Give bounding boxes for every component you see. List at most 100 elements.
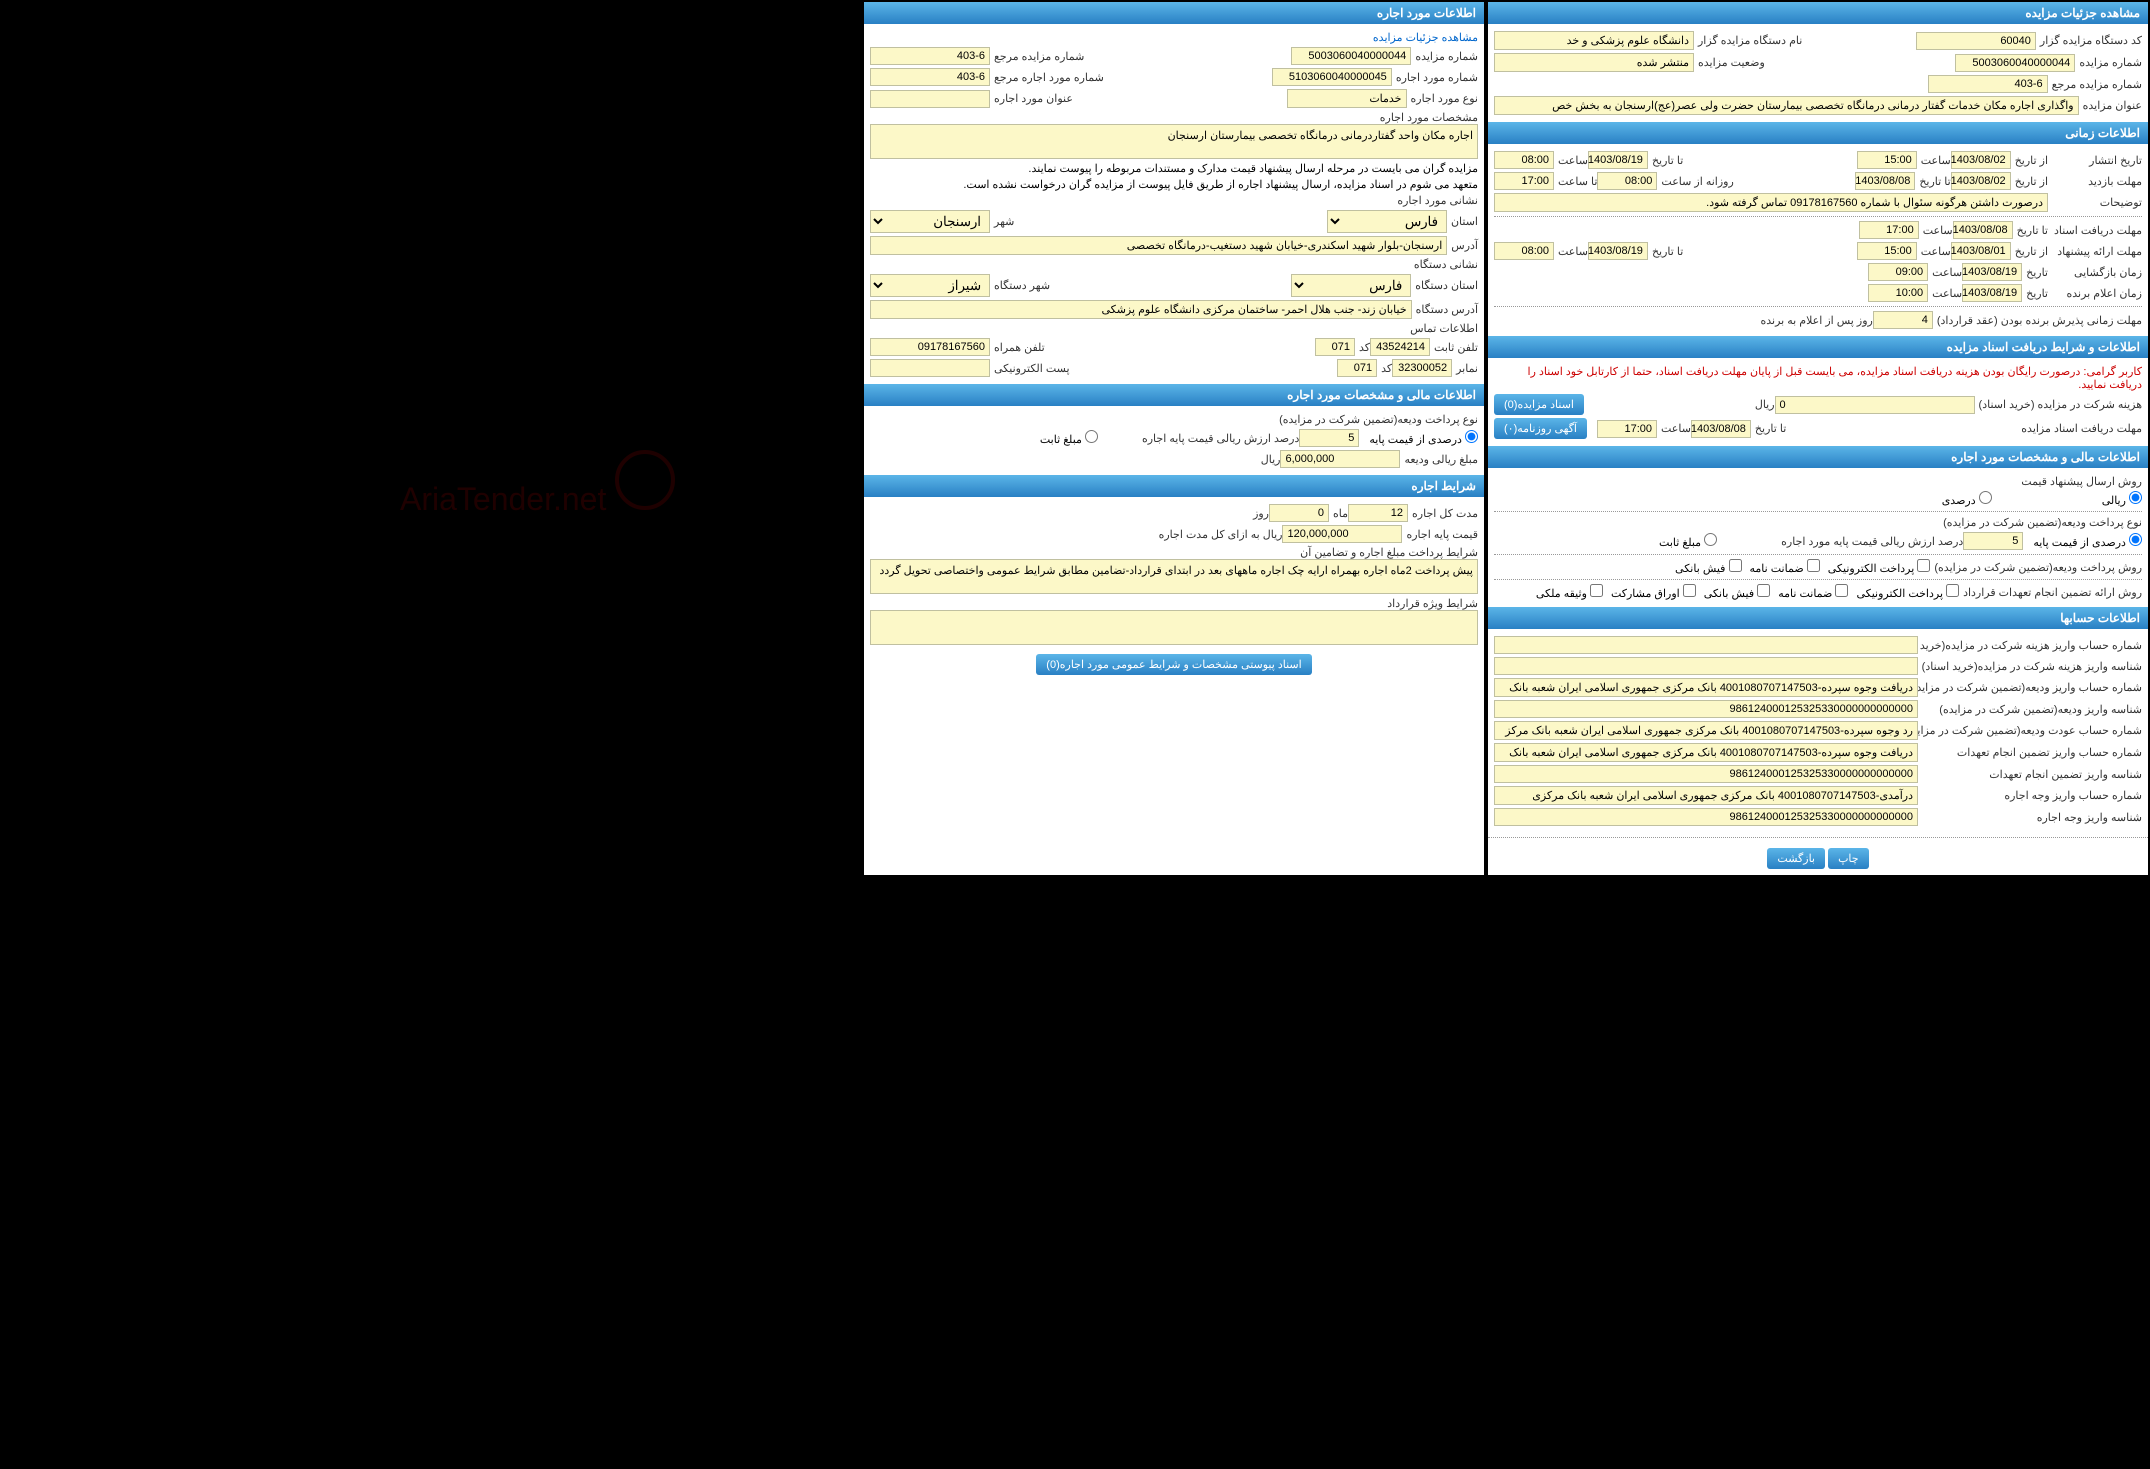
attach-button[interactable]: اسناد پیوستی مشخصات و شرایط عمومی مورد ا…: [1036, 654, 1311, 675]
fax-code: 071: [1337, 359, 1377, 377]
acc9-label: شناسه واریز وجه اجاره: [1922, 811, 2142, 824]
l-deposit-type-label: نوع پرداخت ودیعه(تضمین شرکت در مزایده): [1279, 413, 1478, 426]
visit-from: 1403/08/02: [1951, 172, 2011, 190]
publish-to: 1403/08/19: [1588, 151, 1648, 169]
warning-text: کاربر گرامی: درصورت رایگان بودن هزینه در…: [1494, 365, 2142, 391]
doc-to: 1403/08/08: [1953, 221, 2013, 239]
winner-date: 1403/08/19: [1962, 284, 2022, 302]
deposit-amount-label: مبلغ ریالی ودیعه: [1404, 453, 1478, 466]
ad-button[interactable]: آگهی روزنامه(۰): [1494, 418, 1587, 439]
spec: اجاره مکان واحد گفتاردرمانی درمانگاه تخص…: [870, 124, 1478, 159]
details-link[interactable]: مشاهده جزئیات مزایده: [1373, 31, 1478, 44]
province-select[interactable]: فارس: [1327, 210, 1447, 233]
acc3: دریافت وجوه سپرده-4001080707147503 بانک …: [1494, 678, 1918, 697]
winner-label: زمان اعلام برنده: [2052, 287, 2142, 300]
percent-radio[interactable]: درصدی: [1942, 491, 1992, 507]
deadline-label: مهلت دریافت اسناد مزایده: [2021, 422, 2142, 435]
pay-guarantee-check[interactable]: ضمانت نامه: [1750, 559, 1820, 575]
pay-terms-label: شرایط پرداخت مبلغ اجاره و تضامین آن: [1318, 546, 1478, 559]
type: خدمات: [1287, 89, 1407, 108]
email: [870, 359, 990, 377]
org-city-select[interactable]: شیراز: [870, 274, 990, 297]
lsec2-header: اطلاعات مالی و مشخصات مورد اجاره: [864, 384, 1484, 406]
pay-elec-check[interactable]: پرداخت الکترونیکی: [1828, 559, 1931, 575]
commit-guarantee-check[interactable]: ضمانت نامه: [1778, 584, 1848, 600]
publish-label: تاریخ انتشار: [2052, 154, 2142, 167]
rent-no-label: شماره مورد اجاره: [1396, 71, 1478, 84]
org-name-label: نام دستگاه مزایده گزار: [1698, 34, 1802, 47]
phone-code: 071: [1315, 338, 1355, 356]
fee-label: هزینه شرکت در مزایده (خرید اسناد): [1979, 398, 2142, 411]
base-price-label: قیمت پایه اجاره: [1406, 528, 1478, 541]
acc8: درآمدی-4001080707147503 بانک مرکزی جمهور…: [1494, 786, 1918, 805]
sec1-header: مشاهده جزئیات مزایده: [1488, 2, 2148, 24]
percent-base-radio[interactable]: درصدی از قیمت پایه: [2033, 533, 2142, 549]
org-code: 60040: [1916, 32, 2036, 50]
rent-ref: 403-6: [870, 68, 990, 86]
email-label: پست الکترونیکی: [994, 362, 1070, 375]
base-price: 120,000,000: [1282, 525, 1402, 543]
days: 0: [1269, 504, 1329, 522]
offer-label: مهلت ارائه پیشنهاد: [2052, 245, 2142, 258]
sec3-header: اطلاعات و شرایط دریافت اسناد مزایده: [1488, 336, 2148, 358]
city-select[interactable]: ارسنجان: [870, 210, 990, 233]
l-ref-no-label: شماره مزایده مرجع: [994, 50, 1084, 63]
acc8-label: شماره حساب واریز وجه اجاره: [1922, 789, 2142, 802]
acc1-label: شماره حساب واریز هزینه شرکت در مزایده(خر…: [1922, 639, 2142, 652]
back-button[interactable]: بازگشت: [1767, 848, 1825, 869]
phone: 43524214: [1370, 338, 1430, 356]
commit-bank-check[interactable]: فیش بانکی: [1704, 584, 1770, 600]
docs-button[interactable]: اسناد مزایده(0): [1494, 394, 1584, 415]
rial-radio[interactable]: ریالی: [2102, 491, 2142, 507]
notes-label: توضیحات: [2052, 196, 2142, 209]
l-percent-base-radio[interactable]: درصدی از قیمت پایه: [1369, 430, 1478, 446]
address: ارسنجان-بلوار شهید اسکندری-خیابان شهید د…: [870, 236, 1447, 255]
acc7-label: شناسه واریز تضمین انجام تعهدات: [1922, 768, 2142, 781]
note1: مزایده گران می بایست در مرحله ارسال پیشن…: [1028, 162, 1478, 175]
fax: 32300052: [1392, 359, 1452, 377]
acc2-label: شناسه واریز هزینه شرکت در مزایده(خرید اس…: [1922, 660, 2142, 673]
spec-label: مشخصات مورد اجاره: [1378, 111, 1478, 124]
acc7: 986124000125325330000000000000: [1494, 765, 1918, 783]
acc1: [1494, 636, 1918, 654]
org-city-label: شهر دستگاه: [994, 279, 1050, 292]
ref-no-label: شماره مزایده مرجع: [2052, 78, 2142, 91]
open-label: زمان بازگشایی: [2052, 266, 2142, 279]
commit-pledge-check[interactable]: وثیقه ملکی: [1536, 584, 1603, 600]
province-label: استان: [1451, 215, 1478, 228]
rent-ref-label: شماره مورد اجاره مرجع: [994, 71, 1104, 84]
sec2-header: اطلاعات زمانی: [1488, 122, 2148, 144]
percent-val: 5: [1963, 532, 2023, 550]
addr-label: نشانی مورد اجاره: [1397, 194, 1478, 207]
winner-time: 10:00: [1868, 284, 1928, 302]
months: 12: [1348, 504, 1408, 522]
publish-from-time: 15:00: [1857, 151, 1917, 169]
visit-label: مهلت بازدید: [2052, 175, 2142, 188]
acc9: 986124000125325330000000000000: [1494, 808, 1918, 826]
l-fixed-radio[interactable]: مبلغ ثابت: [1040, 430, 1098, 446]
sec5-header: اطلاعات حسابها: [1488, 607, 2148, 629]
acc4-label: شناسه واریز ودیعه(تضمین شرکت در مزایده): [1922, 703, 2142, 716]
right-panel: مشاهده جزئیات مزایده کد دستگاه مزایده گز…: [1488, 2, 2148, 875]
l-auction-no-label: شماره مزایده: [1415, 50, 1478, 63]
publish-to-time: 08:00: [1494, 151, 1554, 169]
duration-label: مدت کل اجاره: [1412, 507, 1478, 520]
contract-terms-label: شرایط ویژه قرارداد: [1318, 597, 1478, 610]
pay-bank-check[interactable]: فیش بانکی: [1675, 559, 1741, 575]
lsec1-header: اطلاعات مورد اجاره: [864, 2, 1484, 24]
contact-label: اطلاعات تماس: [1410, 322, 1478, 335]
print-button[interactable]: چاپ: [1828, 848, 1869, 869]
address-label: آدرس: [1451, 239, 1478, 252]
acc3-label: شماره حساب واریز ودیعه(تضمین شرکت در مزا…: [1922, 681, 2142, 694]
acc5-label: شماره حساب عودت ودیعه(تضمین شرکت در مزای…: [1922, 724, 2142, 737]
commit-elec-check[interactable]: پرداخت الکترونیکی: [1856, 584, 1959, 600]
l-percent-val: 5: [1299, 429, 1359, 447]
publish-from: 1403/08/02: [1951, 151, 2011, 169]
fixed-radio[interactable]: مبلغ ثابت: [1659, 533, 1717, 549]
auction-no: 5003060040000044: [1955, 54, 2075, 72]
status: منتشر شده: [1494, 53, 1694, 72]
acc2: [1494, 657, 1918, 675]
org-province-select[interactable]: فارس: [1291, 274, 1411, 297]
visit-to: 1403/08/08: [1855, 172, 1915, 190]
commit-bonds-check[interactable]: اوراق مشارکت: [1611, 584, 1696, 600]
